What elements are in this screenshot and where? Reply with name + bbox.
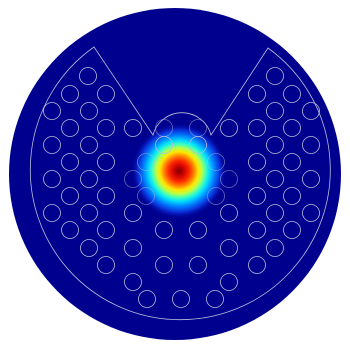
air-hole <box>43 204 61 222</box>
air-hole <box>61 119 79 137</box>
air-hole <box>302 102 320 120</box>
air-hole <box>97 187 115 205</box>
air-hole <box>61 85 79 103</box>
air-hole <box>80 102 98 120</box>
air-hole <box>248 256 266 274</box>
air-hole <box>266 204 284 222</box>
air-hole <box>124 170 142 188</box>
air-hole <box>97 85 115 103</box>
air-hole <box>302 136 320 154</box>
air-hole <box>266 136 284 154</box>
mode-field-intensity <box>131 123 227 219</box>
air-hole <box>124 239 142 257</box>
air-hole <box>266 67 284 85</box>
air-hole <box>80 136 98 154</box>
air-hole <box>61 153 79 171</box>
air-hole <box>43 170 61 188</box>
air-hole <box>283 85 301 103</box>
air-hole <box>189 221 207 239</box>
air-hole <box>248 187 266 205</box>
air-hole <box>207 187 225 205</box>
air-hole <box>137 153 155 171</box>
air-hole <box>283 119 301 137</box>
air-hole <box>248 119 266 137</box>
air-hole <box>220 239 238 257</box>
air-hole <box>189 256 207 274</box>
air-hole <box>79 67 97 85</box>
air-hole <box>138 290 156 308</box>
air-hole <box>97 119 115 137</box>
air-hole <box>97 153 115 171</box>
air-hole <box>220 119 238 137</box>
air-hole <box>155 256 173 274</box>
air-hole <box>189 119 207 137</box>
air-hole <box>97 256 115 274</box>
air-hole <box>155 119 173 137</box>
air-hole <box>220 204 238 222</box>
air-hole <box>137 187 155 205</box>
air-hole <box>283 153 301 171</box>
air-hole <box>248 221 266 239</box>
air-hole <box>80 204 98 222</box>
air-hole <box>220 273 238 291</box>
air-hole <box>97 221 115 239</box>
air-hole <box>207 153 225 171</box>
air-hole <box>43 136 61 154</box>
air-hole <box>266 170 284 188</box>
air-hole <box>124 204 142 222</box>
air-hole <box>220 170 238 188</box>
air-hole <box>206 290 224 308</box>
air-hole <box>302 204 320 222</box>
air-hole <box>80 239 98 257</box>
air-hole-array <box>43 67 320 308</box>
air-hole <box>266 102 284 120</box>
air-hole <box>248 85 266 103</box>
air-hole <box>266 239 284 257</box>
air-hole <box>283 187 301 205</box>
air-hole <box>80 170 98 188</box>
air-hole <box>172 290 190 308</box>
air-hole <box>124 119 142 137</box>
air-hole <box>61 221 79 239</box>
air-hole <box>124 273 142 291</box>
air-hole <box>43 102 61 120</box>
air-hole <box>302 170 320 188</box>
air-hole <box>155 221 173 239</box>
air-hole <box>61 187 79 205</box>
air-hole <box>248 153 266 171</box>
air-hole <box>283 221 301 239</box>
